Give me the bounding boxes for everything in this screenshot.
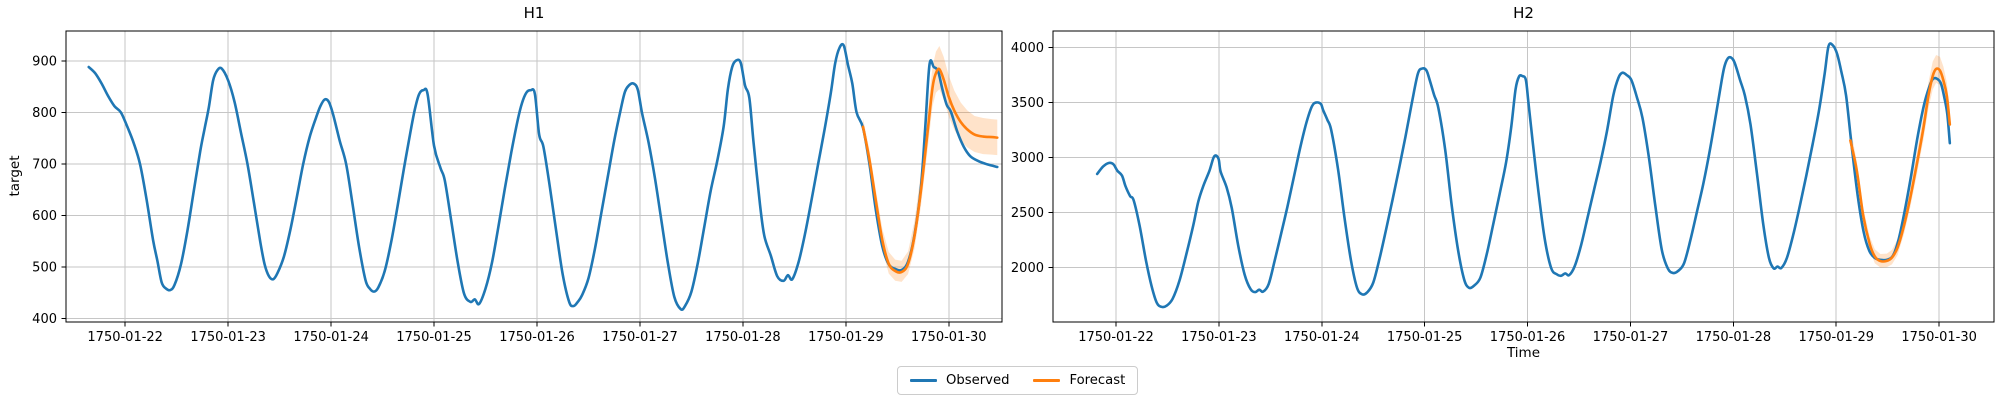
legend-item-observed: Observed: [910, 374, 1009, 387]
panel-h2-title: H2: [1513, 4, 1534, 22]
p1-xtick-label: 1750-01-25: [1387, 330, 1463, 345]
p0-ytick-label: 800: [32, 106, 57, 121]
p1-observed-line: [1095, 42, 1952, 309]
p1-xtick-label: 1750-01-24: [1284, 330, 1360, 345]
p0-ytick-label: 900: [32, 54, 57, 69]
p1-xtick-label: 1750-01-30: [1901, 330, 1977, 345]
y-axis-label-target: target: [7, 155, 23, 197]
p0-xtick-label: 1750-01-29: [808, 330, 884, 345]
panel-h1-title: H1: [523, 4, 545, 22]
p1-spines: [1052, 30, 1995, 323]
p0-grid: [66, 31, 1002, 322]
p0-ytick-label: 600: [32, 209, 57, 224]
p1-xtick-label: 1750-01-23: [1181, 330, 1257, 345]
legend-label-observed: Observed: [946, 373, 1010, 388]
p0-ytick-label: 400: [32, 312, 57, 327]
p0-ytick-label: 700: [32, 157, 57, 172]
p0-xtick-label: 1750-01-27: [602, 330, 678, 345]
p1-plot-area: [1095, 42, 1952, 309]
p1-xtick-label: 1750-01-28: [1696, 330, 1772, 345]
legend-label-forecast: Forecast: [1069, 373, 1126, 388]
p1-ytick-label: 2000: [1011, 261, 1044, 276]
p1-grid: [1053, 31, 1994, 322]
p0-xtick-label: 1750-01-26: [499, 330, 575, 345]
observed-line-swatch: [910, 379, 937, 382]
p1-ytick-label: 2500: [1011, 206, 1044, 221]
p0-forecast-line: [861, 67, 999, 274]
p1-forecast-line: [1849, 67, 1952, 263]
p1-xtick-label: 1750-01-26: [1490, 330, 1566, 345]
p1-xtick-label: 1750-01-29: [1798, 330, 1874, 345]
p1-forecast-band: [1850, 54, 1950, 268]
p0-xtick-label: 1750-01-24: [293, 330, 369, 345]
p0-xtick-label: 1750-01-23: [190, 330, 266, 345]
p1-xtick-label: 1750-01-22: [1078, 330, 1154, 345]
p0-observed-line: [87, 42, 999, 311]
p0-ticks: [61, 60, 950, 327]
p1-ytick-label: 3500: [1011, 96, 1044, 111]
p0-ytick-label: 500: [32, 260, 57, 275]
p0-forecast-band: [863, 45, 998, 282]
p1-ytick-label: 4000: [1011, 41, 1044, 56]
p1-xtick-label: 1750-01-27: [1593, 330, 1669, 345]
p1-ytick-label: 3000: [1011, 151, 1044, 166]
p0-plot-area: [87, 42, 999, 311]
forecast-line-swatch: [1033, 379, 1061, 382]
p0-xtick-label: 1750-01-30: [911, 330, 987, 345]
p0-spines: [65, 30, 1003, 323]
p1-ticks: [1048, 46, 1940, 327]
legend-item-forecast: Forecast: [1033, 374, 1125, 387]
p0-tick-labels: 1750-01-22 1750-01-23 1750-01-24 1750-01-25…: [32, 54, 986, 344]
p0-xtick-label: 1750-01-22: [87, 330, 163, 345]
p1-tick-labels: 1750-01-22 1750-01-23 1750-01-24 1750-01-25…: [1011, 41, 1977, 345]
x-axis-label-time: Time: [1506, 345, 1541, 361]
p0-xtick-label: 1750-01-28: [705, 330, 781, 345]
p0-xtick-label: 1750-01-25: [396, 330, 472, 345]
legend: Observed Forecast: [897, 366, 1139, 395]
